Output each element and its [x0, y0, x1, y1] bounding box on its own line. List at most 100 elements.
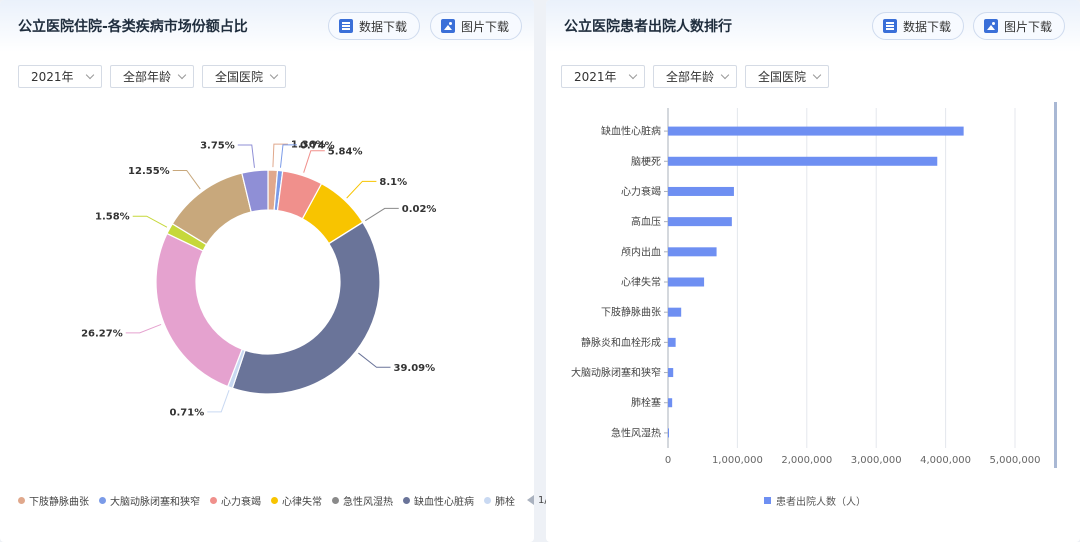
hospital-select[interactable]: 全国医院	[202, 65, 286, 88]
donut-slice-label: 1.58%	[95, 212, 130, 223]
image-icon	[984, 19, 998, 33]
donut-slice[interactable]	[155, 232, 243, 388]
donut-label-line	[346, 180, 377, 199]
legend-item[interactable]: 心律失常	[271, 493, 322, 508]
year-select[interactable]: 2021年	[18, 65, 102, 88]
legend-prev-icon[interactable]	[527, 495, 534, 505]
chevron-down-icon	[720, 70, 730, 80]
age-select-value: 全部年龄	[123, 70, 172, 84]
donut-slice-label: 0.02%	[402, 204, 437, 215]
chevron-down-icon	[85, 70, 95, 80]
donut-label-line	[279, 144, 297, 168]
legend-swatch	[403, 496, 410, 504]
x-tick-label: 5,000,000	[990, 455, 1041, 466]
hospital-select[interactable]: 全国医院	[745, 65, 829, 88]
bar[interactable]	[668, 337, 676, 347]
legend-item[interactable]: 肺栓	[484, 493, 515, 508]
bar[interactable]	[668, 398, 673, 408]
age-select-value: 全部年龄	[666, 70, 715, 84]
legend-item[interactable]: 大脑动脉闭塞和狭窄	[99, 493, 200, 508]
donut-label-line	[303, 150, 325, 173]
download-data-button[interactable]: 数据下载	[872, 12, 965, 40]
donut-label-line	[237, 144, 255, 168]
donut-slice-label: 8.1%	[379, 177, 407, 188]
chevron-down-icon	[269, 70, 279, 80]
scrollbar[interactable]	[1054, 102, 1057, 468]
legend-swatch	[484, 496, 491, 504]
donut-chart: 1.36%0.74%5.84% 8.1% 0.02% 39.09% 0.71% 26.27…	[81, 140, 437, 419]
legend-item[interactable]: 下肢静脉曲张	[18, 493, 89, 508]
legend-label: 肺栓	[495, 496, 515, 508]
bar[interactable]	[668, 217, 732, 227]
x-tick-label: 4,000,000	[920, 455, 971, 466]
download-data-label: 数据下载	[359, 19, 408, 34]
donut-label-line	[272, 143, 288, 168]
hospital-select-value: 全国医院	[758, 70, 807, 84]
age-select[interactable]: 全部年龄	[653, 65, 737, 88]
chevron-down-icon	[177, 70, 187, 80]
y-tick-label: 肺栓塞	[631, 396, 661, 409]
x-tick-label: 2,000,000	[781, 455, 832, 466]
donut-label-line	[365, 207, 399, 222]
bar[interactable]	[668, 307, 682, 317]
donut-slice-label: 0.74%	[300, 140, 335, 151]
chevron-down-icon	[628, 70, 638, 80]
y-tick-label: 颅内出血	[621, 245, 661, 258]
legend-item[interactable]: 急性风湿热	[332, 493, 393, 508]
legend-swatch	[210, 496, 217, 504]
donut-slice[interactable]	[241, 169, 269, 213]
donut-label-line	[125, 323, 162, 334]
legend-item[interactable]: 缺血性心脏病	[403, 493, 474, 508]
donut-slice[interactable]	[231, 221, 381, 395]
bar[interactable]	[668, 428, 669, 438]
download-image-button[interactable]: 图片下载	[430, 12, 523, 40]
bar[interactable]	[668, 277, 705, 287]
year-select-value: 2021年	[31, 70, 74, 84]
bar[interactable]	[668, 156, 938, 166]
bar[interactable]	[668, 186, 734, 196]
age-select[interactable]: 全部年龄	[110, 65, 194, 88]
bar-chart: 0 1,000,000 2,000,000 3,000,000 4,000,000 5,0…	[571, 102, 1057, 468]
y-tick-label: 急性风湿热	[611, 426, 661, 439]
y-tick-label: 下肢静脉曲张	[601, 306, 661, 319]
legend-label: 缺血性心脏病	[414, 496, 474, 508]
y-tick-label: 高血压	[631, 215, 661, 228]
bar-legend-label: 患者出院人数（人）	[776, 497, 866, 508]
download-data-button[interactable]: 数据下载	[328, 12, 421, 40]
bar[interactable]	[668, 247, 717, 257]
download-image-label: 图片下载	[1004, 19, 1053, 34]
bar-legend-swatch	[764, 497, 771, 504]
panel-title: 公立医院患者出院人数排行	[564, 19, 732, 35]
legend-label: 急性风湿热	[343, 496, 393, 508]
legend-item[interactable]: 心力衰竭	[210, 493, 261, 508]
donut-slice-label: 39.09%	[394, 363, 436, 374]
download-image-button[interactable]: 图片下载	[973, 12, 1066, 40]
y-tick-label: 大脑动脉闭塞和狭窄	[571, 366, 661, 379]
year-select[interactable]: 2021年	[561, 65, 645, 88]
bar-legend-item[interactable]: 患者出院人数（人）	[764, 493, 866, 508]
image-icon	[441, 19, 455, 33]
legend-label: 心律失常	[282, 496, 322, 508]
y-tick-label: 静脉炎和血栓形成	[581, 336, 661, 349]
table-icon	[883, 19, 897, 33]
legend-swatch	[18, 496, 25, 504]
hospital-select-value: 全国医院	[215, 70, 264, 84]
donut-slice-label: 3.75%	[200, 140, 235, 151]
legend-label: 大脑动脉闭塞和狭窄	[110, 496, 200, 508]
download-image-label: 图片下载	[461, 19, 510, 34]
donut-label-line	[132, 215, 168, 228]
y-tick-label: 心力衰竭	[621, 185, 661, 198]
y-tick-label: 心律失常	[621, 276, 661, 289]
y-tick-label: 脑梗死	[631, 155, 661, 168]
discharge-ranking-panel: 公立医院患者出院人数排行 数据下载 图片下载 2021年 全部年龄 全国医院 0…	[546, 0, 1080, 542]
bar[interactable]	[668, 368, 674, 378]
donut-label-line	[172, 169, 201, 190]
x-tick-label: 1,000,000	[712, 455, 763, 466]
x-tick-label: 3,000,000	[851, 455, 902, 466]
market-share-panel: 公立医院住院-各类疾病市场份额占比 数据下载 图片下载 2021年 全部年龄 全…	[0, 0, 566, 542]
bar[interactable]	[668, 126, 964, 136]
donut-slice-label: 12.55%	[128, 166, 170, 177]
legend-swatch	[271, 496, 278, 504]
legend-swatch	[332, 496, 339, 504]
